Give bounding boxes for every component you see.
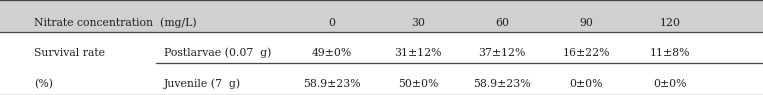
Text: 90: 90 — [579, 18, 593, 28]
Text: 16±22%: 16±22% — [562, 48, 610, 58]
Text: 60: 60 — [495, 18, 509, 28]
Text: (%): (%) — [34, 78, 53, 89]
Bar — [0, 63, 763, 95]
Text: 37±12%: 37±12% — [478, 48, 526, 58]
Text: 31±12%: 31±12% — [394, 48, 442, 58]
Text: Juvenile (7  g): Juvenile (7 g) — [164, 78, 241, 89]
Text: 58.9±23%: 58.9±23% — [473, 79, 531, 89]
Text: Nitrate concentration  (mg/L): Nitrate concentration (mg/L) — [34, 17, 197, 28]
Text: 30: 30 — [411, 18, 425, 28]
Text: 49±0%: 49±0% — [312, 48, 352, 58]
Text: 58.9±23%: 58.9±23% — [303, 79, 361, 89]
Text: 0: 0 — [328, 18, 336, 28]
Text: 120: 120 — [659, 18, 681, 28]
Bar — [0, 0, 763, 32]
Text: 0±0%: 0±0% — [653, 79, 687, 89]
Text: 11±8%: 11±8% — [649, 48, 691, 58]
Text: Survival rate: Survival rate — [34, 48, 105, 58]
Text: 50±0%: 50±0% — [398, 79, 438, 89]
Text: 0±0%: 0±0% — [569, 79, 603, 89]
Bar — [0, 32, 763, 63]
Text: Postlarvae (0.07  g): Postlarvae (0.07 g) — [164, 48, 272, 59]
